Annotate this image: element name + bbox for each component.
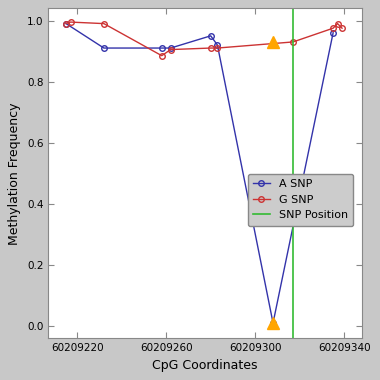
X-axis label: CpG Coordinates: CpG Coordinates — [152, 359, 258, 372]
A SNP — [209, 33, 213, 38]
Line: G SNP: G SNP — [63, 19, 345, 59]
A SNP — [160, 46, 164, 50]
A SNP — [168, 46, 173, 50]
G SNP — [160, 54, 164, 58]
G SNP — [331, 26, 336, 30]
A SNP — [215, 43, 220, 47]
G SNP — [68, 20, 73, 24]
Line: A SNP: A SNP — [63, 21, 336, 326]
G SNP — [291, 40, 295, 44]
G SNP — [209, 46, 213, 50]
Legend: A SNP, G SNP, SNP Position: A SNP, G SNP, SNP Position — [248, 174, 353, 226]
A SNP — [64, 21, 68, 26]
G SNP — [64, 21, 68, 26]
G SNP — [168, 47, 173, 52]
Y-axis label: Methylation Frequency: Methylation Frequency — [8, 102, 21, 245]
G SNP — [340, 26, 344, 30]
A SNP — [101, 46, 106, 50]
G SNP — [335, 21, 340, 26]
G SNP — [215, 46, 220, 50]
A SNP — [271, 321, 276, 325]
G SNP — [101, 21, 106, 26]
A SNP — [331, 30, 336, 35]
